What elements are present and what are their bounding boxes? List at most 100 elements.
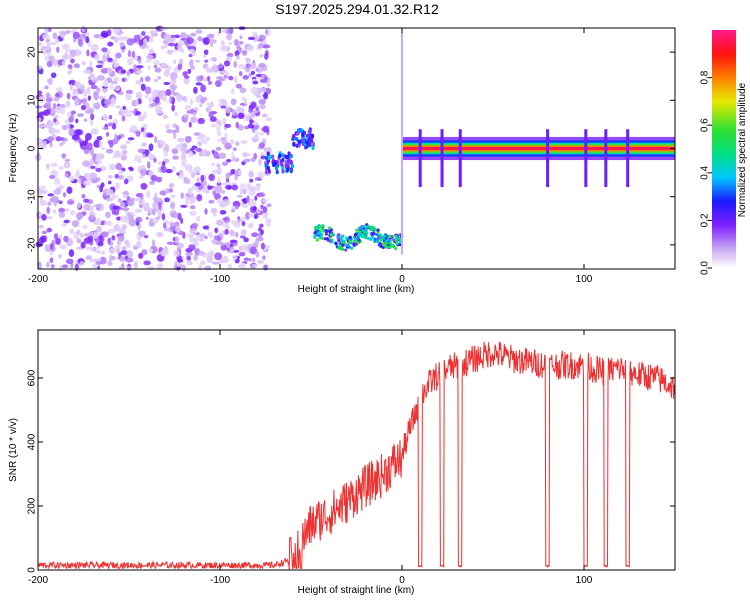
spectrogram-noise-cell <box>135 216 143 223</box>
spectrogram-noise-cell <box>83 69 91 74</box>
spectrogram-noise-cell <box>140 83 146 92</box>
spectrogram-noise-cell <box>137 148 146 154</box>
snr-series-line <box>37 341 676 571</box>
spectrogram-noise-cell <box>226 221 230 229</box>
spectrogram-noise-cell <box>216 167 222 175</box>
spectrogram-noise-cell <box>241 188 247 195</box>
spectrogram-noise-cell <box>81 61 86 66</box>
spectrogram-noise-cell <box>54 37 59 45</box>
spectrogram-noise-cell <box>108 254 113 262</box>
spectrogram-noise-cell <box>183 75 190 79</box>
spectrogram-noise-cell <box>61 60 66 66</box>
spectrogram-noise-cell <box>105 131 110 137</box>
spectrogram-noise-cell <box>187 187 193 196</box>
spectrogram-noise-cell <box>96 184 100 189</box>
spectrogram-noise-cell <box>252 138 260 142</box>
spectrogram-noise-cell <box>263 92 268 100</box>
spectrogram-noise-cell <box>233 38 239 46</box>
spectrogram-noise-cell <box>251 257 256 263</box>
spectrogram-noise-cell <box>259 103 266 110</box>
spectrogram-noise-cell <box>55 87 63 92</box>
spectrogram-noise-cell <box>112 155 118 159</box>
spectrogram-noise-cell <box>76 169 80 175</box>
spectrogram-noise-cell <box>50 109 54 115</box>
y-tick-label: 0 <box>27 145 38 151</box>
spectrogram-noise-cell <box>217 102 223 107</box>
spectrogram-noise-cell <box>107 57 113 62</box>
spectrogram-noise-cell <box>89 76 96 81</box>
spectrogram-noise-cell <box>94 154 102 162</box>
spectrogram-noise-cell <box>193 240 199 247</box>
spectrogram-noise-cell <box>62 153 66 160</box>
spectrogram-noise-cell <box>259 79 267 83</box>
spectrogram-signal-cell <box>320 227 324 232</box>
spectrogram-streak <box>546 129 550 188</box>
spectrogram-noise-cell <box>139 204 143 209</box>
spectrogram-noise-cell <box>238 251 246 257</box>
spectrogram-noise-cell <box>77 202 81 209</box>
spectrogram-noise-cell <box>133 64 137 72</box>
spectrogram-noise-cell <box>80 241 86 249</box>
spectrogram-noise-cell <box>194 59 201 63</box>
spectrogram-noise-cell <box>152 201 158 210</box>
spectrogram-noise-cell <box>96 95 105 100</box>
spectrogram-streak <box>418 129 422 188</box>
spectrogram-noise-cell <box>124 216 130 224</box>
spectrogram-noise-cell <box>107 180 112 185</box>
spectrogram-noise-cell <box>42 123 51 129</box>
spectrogram-signal-cell <box>354 232 358 236</box>
spectrogram-noise-cell <box>229 239 238 244</box>
spectrogram-noise-cell <box>110 196 116 201</box>
spectrogram-noise-cell <box>63 137 68 142</box>
snr-panel: -200 -100 0 100 0 200 400 600 Height of straig… <box>8 329 676 596</box>
spectrogram-noise-cell <box>56 46 60 53</box>
spectrogram-noise-cell <box>226 158 232 163</box>
spectrogram-noise-cell <box>41 230 48 234</box>
spectrogram-noise-cell <box>224 132 228 139</box>
spectrogram-noise-cell <box>135 65 144 69</box>
spectrogram-noise-cell <box>243 237 249 243</box>
spectrogram-noise-cell <box>166 241 175 246</box>
spectrogram-signal-cell <box>337 238 341 242</box>
spectrogram-noise-cell <box>143 111 147 120</box>
spectrogram-noise-cell <box>211 239 218 245</box>
x-tick-label: -100 <box>210 274 230 285</box>
spectrogram-noise-cell <box>94 164 99 169</box>
spectrogram-noise-cell <box>260 242 265 250</box>
spectrogram-noise-cell <box>235 83 243 89</box>
spectrogram-noise-cell <box>138 115 145 122</box>
spectrogram-noise-cell <box>114 56 118 64</box>
spectrogram-noise-cell <box>95 203 103 209</box>
x-tick-label: 0 <box>399 575 405 586</box>
spectrogram-noise-cell <box>66 186 73 194</box>
spectrogram-noise-cell <box>182 71 188 77</box>
spectrogram-noise-cell <box>93 258 102 262</box>
spectrogram-noise-cell <box>114 105 121 109</box>
spectrogram-noise-cell <box>109 241 114 246</box>
spectrogram-noise-cell <box>144 86 152 95</box>
spectrogram-noise-cell <box>229 248 235 253</box>
spectrogram-noise-cell <box>204 59 209 63</box>
spectrogram-noise-cell <box>121 77 126 82</box>
spectrogram-noise-cell <box>238 70 243 77</box>
spectrogram-noise-cell <box>186 110 193 114</box>
spectrogram-noise-cell <box>251 264 258 268</box>
spectrogram-signal-cell <box>357 238 361 242</box>
spectrogram-noise-cell <box>231 109 237 117</box>
spectrogram-signal-cell <box>313 233 317 238</box>
spectrogram-noise-cell <box>111 235 116 241</box>
spectrogram-noise-cell <box>80 232 84 238</box>
spectrogram-noise-cell <box>52 209 57 214</box>
spectrogram-signal-cell <box>392 245 396 249</box>
spectrogram-signal-cell <box>345 236 349 240</box>
spectrogram-noise-cell <box>229 107 233 113</box>
spectrogram-noise-cell <box>107 175 113 179</box>
spectrogram-noise-cell <box>210 41 214 47</box>
spectrogram-noise-cell <box>69 210 76 216</box>
spectrogram-noise-cell <box>149 248 154 253</box>
spectrogram-noise-cell <box>54 93 60 98</box>
spectrogram-noise-cell <box>236 54 240 61</box>
colorbar-tick-label: 0.0 <box>700 261 711 275</box>
spectrogram-noise-cell <box>231 156 238 162</box>
spectrogram-noise-cell <box>46 206 51 215</box>
